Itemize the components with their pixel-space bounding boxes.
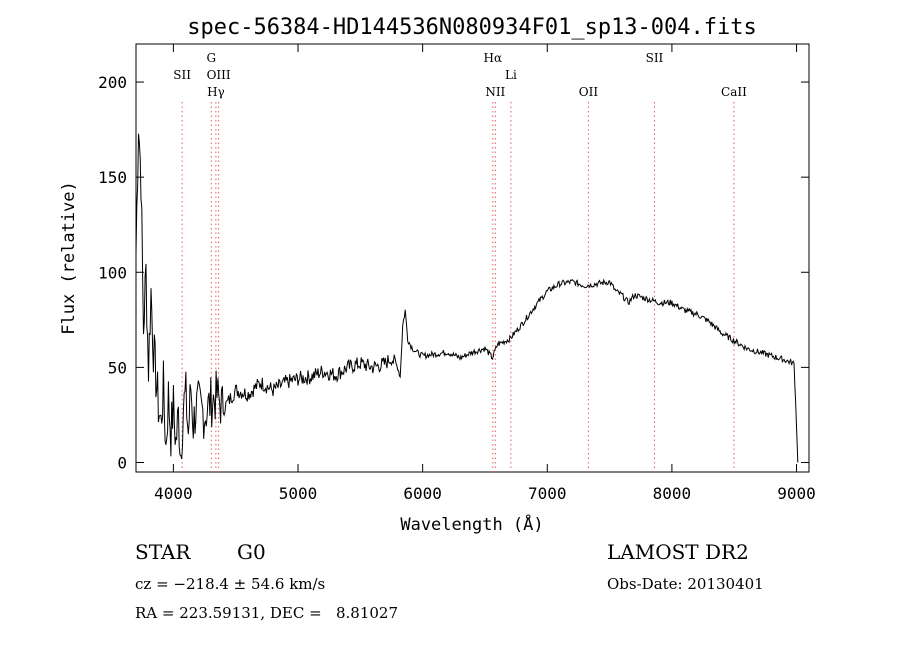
spectrum-line: [135, 133, 799, 463]
y-tick-label-1: 50: [108, 358, 127, 377]
line-label-9: CaII: [721, 85, 747, 99]
line-label-1: Hγ: [207, 85, 225, 99]
chart-title: spec-56384-HD144536N080934F01_sp13-004.f…: [187, 15, 757, 40]
coordinates: RA = 223.59131, DEC = 8.81027: [135, 604, 399, 622]
line-label-6: Li: [505, 68, 517, 82]
y-axis-label: Flux (relative): [59, 181, 79, 335]
line-label-8: SII: [646, 51, 664, 65]
object-subclass: G0: [237, 540, 266, 564]
axis-ticks: 4000 5000 6000 7000 8000 9000 0 50 100 150 200: [98, 44, 816, 503]
line-label-5: Hα: [484, 51, 503, 65]
y-tick-label-2: 100: [98, 263, 127, 282]
observation-date: Obs-Date: 20130401: [607, 575, 764, 593]
x-tick-label-2: 6000: [403, 484, 442, 503]
redshift-cz: cz = −218.4 ± 54.6 km/s: [135, 575, 326, 593]
survey-name: LAMOST DR2: [607, 540, 749, 564]
line-label-0: SII: [173, 68, 191, 82]
x-axis-label: Wavelength (Å): [400, 513, 543, 535]
line-label-4: NII: [485, 85, 505, 99]
line-label-3: OIII: [207, 68, 231, 82]
x-tick-label-4: 8000: [653, 484, 692, 503]
x-tick-label-0: 4000: [154, 484, 193, 503]
line-label-7: OII: [579, 85, 599, 99]
x-tick-label-1: 5000: [279, 484, 318, 503]
y-tick-label-4: 200: [98, 73, 127, 92]
plot-frame: [135, 43, 810, 473]
line-label-2: G: [206, 51, 216, 65]
x-tick-label-3: 7000: [528, 484, 567, 503]
object-type: STAR: [135, 540, 191, 564]
x-tick-label-5: 9000: [777, 484, 816, 503]
y-tick-label-0: 0: [117, 453, 127, 472]
y-tick-label-3: 150: [98, 168, 127, 187]
